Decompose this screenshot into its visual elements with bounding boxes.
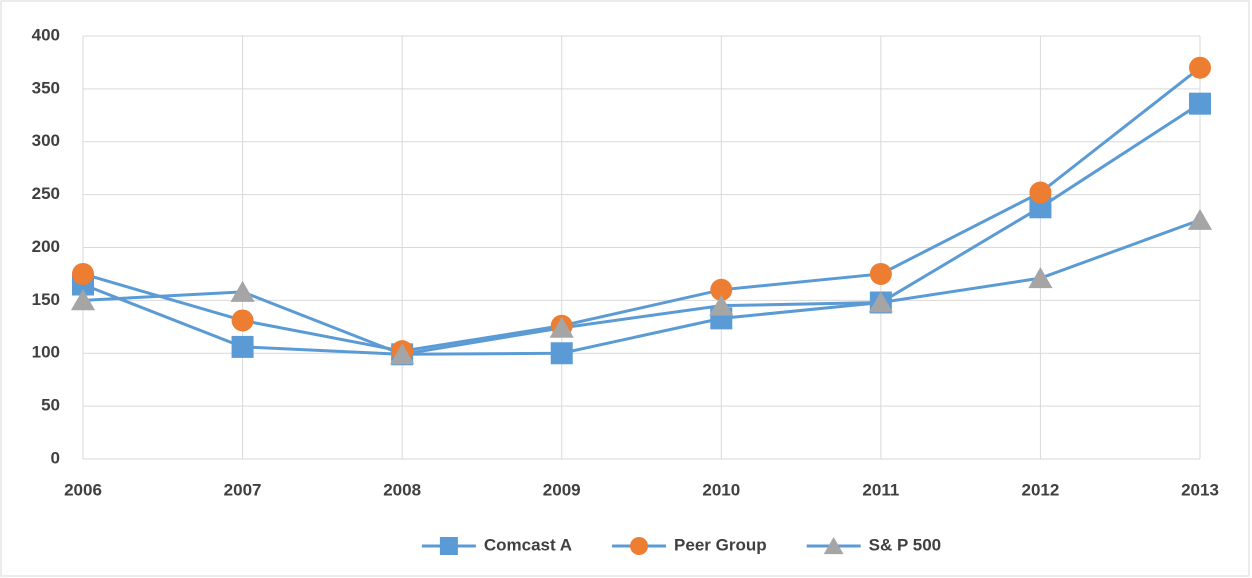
x-tick-label: 2006 xyxy=(64,480,102,499)
x-tick-label: 2013 xyxy=(1181,480,1219,499)
marker-circle xyxy=(630,537,649,555)
y-tick-label: 200 xyxy=(32,237,60,256)
x-tick-label: 2007 xyxy=(224,480,262,499)
marker-square xyxy=(231,335,254,358)
series-line xyxy=(82,66,1201,353)
marker-circle xyxy=(710,278,733,301)
y-tick-label: 150 xyxy=(32,290,60,309)
y-tick-label: 250 xyxy=(32,184,60,203)
marker-triangle xyxy=(70,289,96,311)
marker-triangle xyxy=(868,291,893,313)
x-tick-label: 2011 xyxy=(862,480,899,499)
marker-triangle xyxy=(549,316,574,338)
marker-circle xyxy=(869,262,892,285)
y-tick-label: 350 xyxy=(32,78,60,97)
y-tick-label: 50 xyxy=(41,396,60,415)
marker-square xyxy=(439,537,458,555)
y-tick-label: 100 xyxy=(32,343,60,362)
marker-triangle xyxy=(709,294,734,316)
x-tick-label: 2009 xyxy=(543,480,581,499)
marker-triangle xyxy=(1187,209,1213,230)
x-tick-label: 2008 xyxy=(383,480,421,499)
x-tick-label: 2012 xyxy=(1022,480,1060,499)
marker-square xyxy=(550,342,573,365)
marker-triangle xyxy=(1028,267,1053,289)
marker-circle xyxy=(231,309,254,332)
marker-square xyxy=(1189,92,1211,115)
legend-label: S& P 500 xyxy=(869,535,941,554)
marker-triangle xyxy=(823,537,844,555)
marker-circle xyxy=(1029,181,1052,204)
series-line xyxy=(82,218,1201,356)
x-tick-label: 2010 xyxy=(702,480,740,499)
series-line xyxy=(82,102,1201,356)
marker-triangle xyxy=(390,343,415,365)
marker-circle xyxy=(72,262,94,285)
y-tick-label: 400 xyxy=(32,25,60,44)
marker-triangle xyxy=(230,280,255,302)
y-tick-label: 0 xyxy=(51,448,60,467)
marker-circle xyxy=(1189,56,1211,79)
legend-label: Peer Group xyxy=(674,535,767,554)
legend-label: Comcast A xyxy=(484,535,572,554)
y-tick-label: 300 xyxy=(32,131,60,150)
